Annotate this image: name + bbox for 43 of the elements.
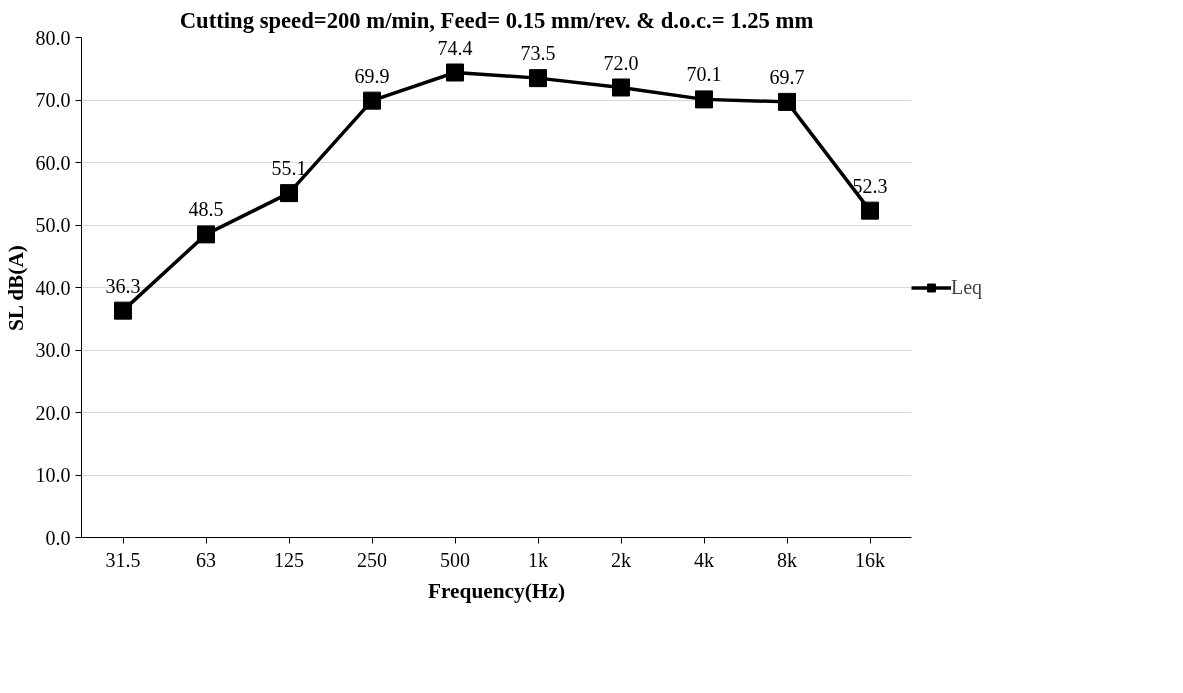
x-tick-label: 2k [611,548,631,571]
y-tick-label: 20.0 [35,401,71,424]
x-tick-label: 500 [440,548,470,571]
text: 69.7 [769,65,805,88]
x-tick-label: 125 [274,548,304,571]
x-tick-label: 8k [777,548,797,571]
text: 36.3 [105,274,141,297]
point [197,225,215,244]
y-tick-label: 10.0 [35,464,71,486]
y-tick-label: 60.0 [35,151,71,174]
point [446,63,464,82]
point [529,69,547,88]
x-tick-label: 31.5 [105,548,141,571]
chart-title: Cutting speed=200 m/min, Feed= 0.15 mm/rev. & d.o.c.= 1.25 mm [179,7,814,33]
y-tick-label: 70.0 [35,89,71,111]
text: 70.1 [686,63,722,86]
point [363,91,381,110]
point [778,92,796,111]
y-tick-label: 0.0 [45,526,71,549]
y-tick-label: 80.0 [35,26,71,49]
text: 74.4 [437,36,473,59]
point [861,201,879,220]
x-tick-label: 16k [855,548,885,571]
text: 73.5 [520,42,556,65]
text: 52.3 [852,174,888,197]
x-tick-label: 63 [196,548,216,571]
point [114,301,132,320]
text: 48.5 [188,198,224,221]
text: 69.9 [354,64,390,87]
x-tick-label: 1k [528,548,548,571]
text: 72.0 [603,51,639,74]
x-axis-title: Frequency(Hz) [427,578,566,603]
text: 55.1 [271,157,307,180]
y-tick-label: 30.0 [35,339,71,361]
y-tick-label: 40.0 [35,276,71,299]
y-tick-label: 50.0 [35,214,71,236]
x-tick-label: 250 [357,548,387,571]
legend-label: Leq [951,275,983,299]
point [695,90,713,109]
x-tick-label: 4k [694,548,714,571]
point [280,184,298,203]
point [612,78,630,97]
y-axis-title: SL dB(A) [3,245,28,332]
